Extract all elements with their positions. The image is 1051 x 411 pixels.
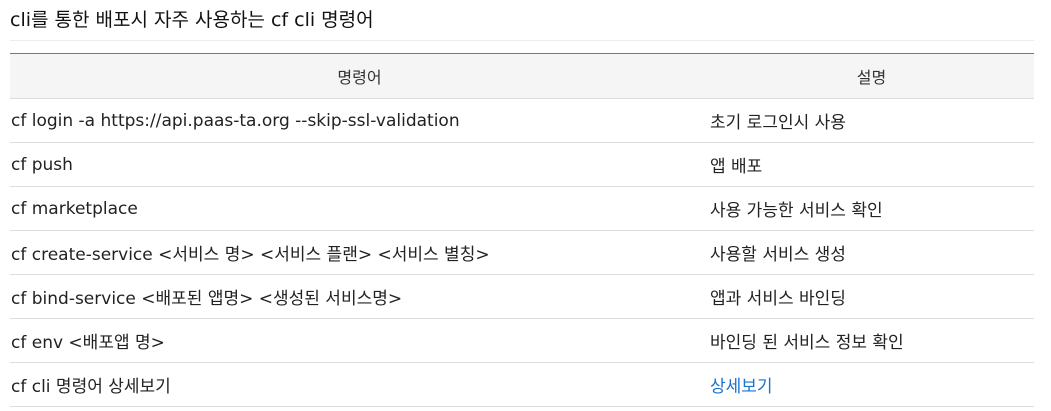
table-header-row: 명령어 설명 bbox=[10, 53, 1034, 99]
table-row: cf login -a https://api.paas-ta.org --sk… bbox=[10, 98, 1034, 143]
description-cell: 앱과 서비스 바인딩 bbox=[709, 274, 1034, 319]
description-cell: 바인딩 된 서비스 정보 확인 bbox=[709, 318, 1034, 363]
section-title: cli를 통한 배포시 자주 사용하는 cf cli 명령어 bbox=[10, 9, 374, 31]
command-cell: cf cli 명령어 상세보기 bbox=[10, 362, 709, 407]
command-cell: cf env <배포앱 명> bbox=[10, 318, 709, 363]
description-cell: 사용할 서비스 생성 bbox=[709, 230, 1034, 275]
command-cell: cf login -a https://api.paas-ta.org --sk… bbox=[10, 98, 709, 143]
command-cell: cf push bbox=[10, 142, 709, 187]
table-row: cf bind-service <배포된 앱명> <생성된 서비스명> 앱과 서… bbox=[10, 274, 1034, 319]
description-cell: 사용 가능한 서비스 확인 bbox=[709, 186, 1034, 231]
table-row: cf cli 명령어 상세보기 상세보기 bbox=[10, 362, 1034, 407]
table-row: cf env <배포앱 명> 바인딩 된 서비스 정보 확인 bbox=[10, 318, 1034, 363]
description-cell: 초기 로그인시 사용 bbox=[709, 98, 1034, 143]
command-cell: cf marketplace bbox=[10, 186, 709, 231]
description-cell: 상세보기 bbox=[709, 362, 1034, 407]
command-cell: cf create-service <서비스 명> <서비스 플랜> <서비스 … bbox=[10, 230, 709, 275]
column-header-command: 명령어 bbox=[10, 53, 709, 99]
commands-table: 명령어 설명 cf login -a https://api.paas-ta.o… bbox=[10, 53, 1034, 407]
details-link[interactable]: 상세보기 bbox=[710, 377, 773, 397]
table-row: cf marketplace 사용 가능한 서비스 확인 bbox=[10, 186, 1034, 231]
column-header-description: 설명 bbox=[709, 53, 1034, 99]
description-cell: 앱 배포 bbox=[709, 142, 1034, 187]
table-row: cf push 앱 배포 bbox=[10, 142, 1034, 187]
table-row: cf create-service <서비스 명> <서비스 플랜> <서비스 … bbox=[10, 230, 1034, 275]
title-divider bbox=[10, 40, 1034, 41]
command-cell: cf bind-service <배포된 앱명> <생성된 서비스명> bbox=[10, 274, 709, 319]
